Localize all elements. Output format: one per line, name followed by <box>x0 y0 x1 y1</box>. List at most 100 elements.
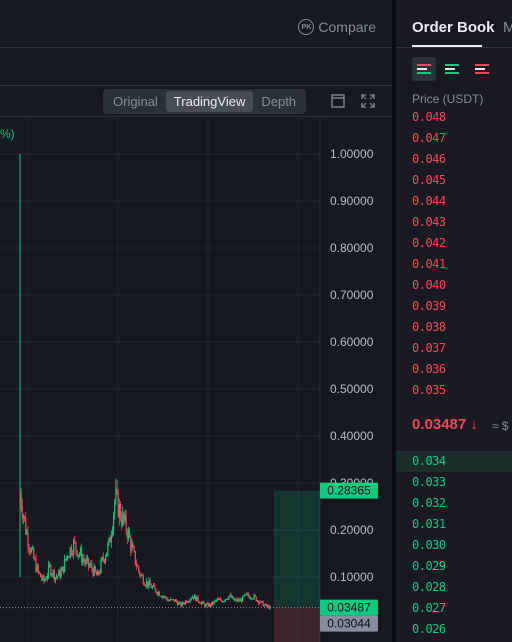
candle-body <box>187 601 189 603</box>
ask-row[interactable]: 0.046 <box>412 152 446 166</box>
candle-body <box>30 548 33 553</box>
candle-body <box>219 599 221 601</box>
bids-only-icon[interactable] <box>440 57 464 81</box>
chart-top-bar: PK Compare <box>0 0 392 48</box>
candle-body <box>200 602 203 604</box>
ask-row[interactable]: 0.038 <box>412 320 446 334</box>
both-sides-icon[interactable] <box>412 57 436 81</box>
tab-market-trades[interactable]: M <box>503 19 512 36</box>
compare-label: Compare <box>318 19 376 35</box>
candle-body <box>136 566 139 568</box>
bid-row[interactable]: 0.027 <box>412 601 446 615</box>
price-tick-label: 0.60000 <box>330 335 374 349</box>
candle-body <box>195 595 197 602</box>
candle-body <box>268 605 270 609</box>
candle-body <box>230 595 232 599</box>
bid-row[interactable]: 0.034 <box>412 454 446 468</box>
candle-body <box>190 598 192 600</box>
ask-row[interactable]: 0.039 <box>412 299 446 313</box>
arrow-down-icon: ↓ <box>470 416 478 433</box>
bid-row[interactable]: 0.031 <box>412 517 446 531</box>
candle-body <box>144 585 147 587</box>
candle-body <box>107 543 109 553</box>
candle-body <box>179 602 181 604</box>
bid-depth-bar <box>396 451 512 472</box>
bid-row[interactable]: 0.028 <box>412 580 446 594</box>
asks-only-icon[interactable] <box>470 57 494 81</box>
candle-body <box>162 596 164 598</box>
ask-row[interactable]: 0.044 <box>412 194 446 208</box>
bid-row[interactable]: 0.026 <box>412 622 446 636</box>
bid-row[interactable]: 0.032 <box>412 496 446 510</box>
fullscreen-icon[interactable] <box>361 94 375 108</box>
candle-body <box>87 557 90 567</box>
tab-order-book[interactable]: Order Book <box>412 19 495 36</box>
compare-button[interactable]: PK Compare <box>298 19 376 35</box>
tab-tradingview[interactable]: TradingView <box>165 91 254 112</box>
ask-row[interactable]: 0.042 <box>412 236 446 250</box>
price-chart[interactable]: 1.00000 0.90000 0.80000 0.70000 0.60000 0.500… <box>0 118 392 642</box>
ask-row[interactable]: 0.045 <box>412 173 446 187</box>
candle-body <box>97 571 99 576</box>
active-tab-underline <box>412 45 482 47</box>
candle-body <box>267 605 269 607</box>
candle-body <box>73 540 75 555</box>
ask-row[interactable]: 0.041 <box>412 257 446 271</box>
candle-body <box>148 580 150 587</box>
candle-body <box>223 600 225 602</box>
ask-row[interactable]: 0.047 <box>412 131 446 145</box>
candle-body <box>262 601 264 607</box>
bid-row[interactable]: 0.030 <box>412 538 446 552</box>
candle-body <box>155 587 157 593</box>
candle-body <box>220 599 222 601</box>
candle-body <box>93 566 95 576</box>
candle-body <box>76 550 78 557</box>
mid-price: 0.03487 ↓ <box>412 416 478 433</box>
ask-row[interactable]: 0.043 <box>412 215 446 229</box>
candle-body <box>205 604 207 607</box>
candle-body <box>213 601 215 605</box>
candle-body <box>170 599 172 601</box>
ask-row[interactable]: 0.040 <box>412 278 446 292</box>
candle-body <box>31 548 34 550</box>
bid-list: 0.034 0.033 0.032 0.031 0.030 0.029 0.028 0.027… <box>412 451 446 640</box>
bid-row[interactable]: 0.033 <box>412 475 446 489</box>
candle-body <box>63 558 66 573</box>
candles <box>19 154 271 610</box>
bid-row[interactable]: 0.029 <box>412 559 446 573</box>
price-axis: 1.00000 0.90000 0.80000 0.70000 0.60000 0.500… <box>320 147 378 632</box>
ask-row[interactable]: 0.037 <box>412 341 446 355</box>
candle-body <box>215 600 217 602</box>
candle-body <box>100 560 102 573</box>
loss-zone <box>274 607 320 642</box>
price-tick-label: 0.20000 <box>330 523 374 537</box>
candle-body <box>173 599 175 602</box>
candle-body <box>60 570 62 578</box>
candle-body <box>81 548 83 563</box>
tab-depth[interactable]: Depth <box>261 94 297 109</box>
candle-body <box>204 603 206 607</box>
candle-body <box>261 600 263 602</box>
candle-body <box>123 512 125 521</box>
window-layout-icon[interactable] <box>331 94 345 108</box>
candle-body <box>85 559 87 564</box>
candle-body <box>21 506 23 518</box>
tab-original[interactable]: Original <box>113 94 158 109</box>
candle-body <box>243 595 245 597</box>
candle-body <box>119 504 122 520</box>
ask-row[interactable]: 0.035 <box>412 383 446 397</box>
profit-zone <box>274 490 320 608</box>
candle-body <box>33 548 35 559</box>
candle-body <box>58 570 60 576</box>
candle-body <box>71 554 74 556</box>
candle-body <box>228 596 230 599</box>
candle-body <box>149 580 151 586</box>
candle-body <box>208 603 211 607</box>
candle-body <box>51 574 53 576</box>
candle-body <box>246 593 248 595</box>
candle-body <box>263 604 265 607</box>
ask-row[interactable]: 0.048 <box>412 110 446 124</box>
candle-body <box>171 599 173 601</box>
candle-body <box>47 564 50 576</box>
ask-row[interactable]: 0.036 <box>412 362 446 376</box>
